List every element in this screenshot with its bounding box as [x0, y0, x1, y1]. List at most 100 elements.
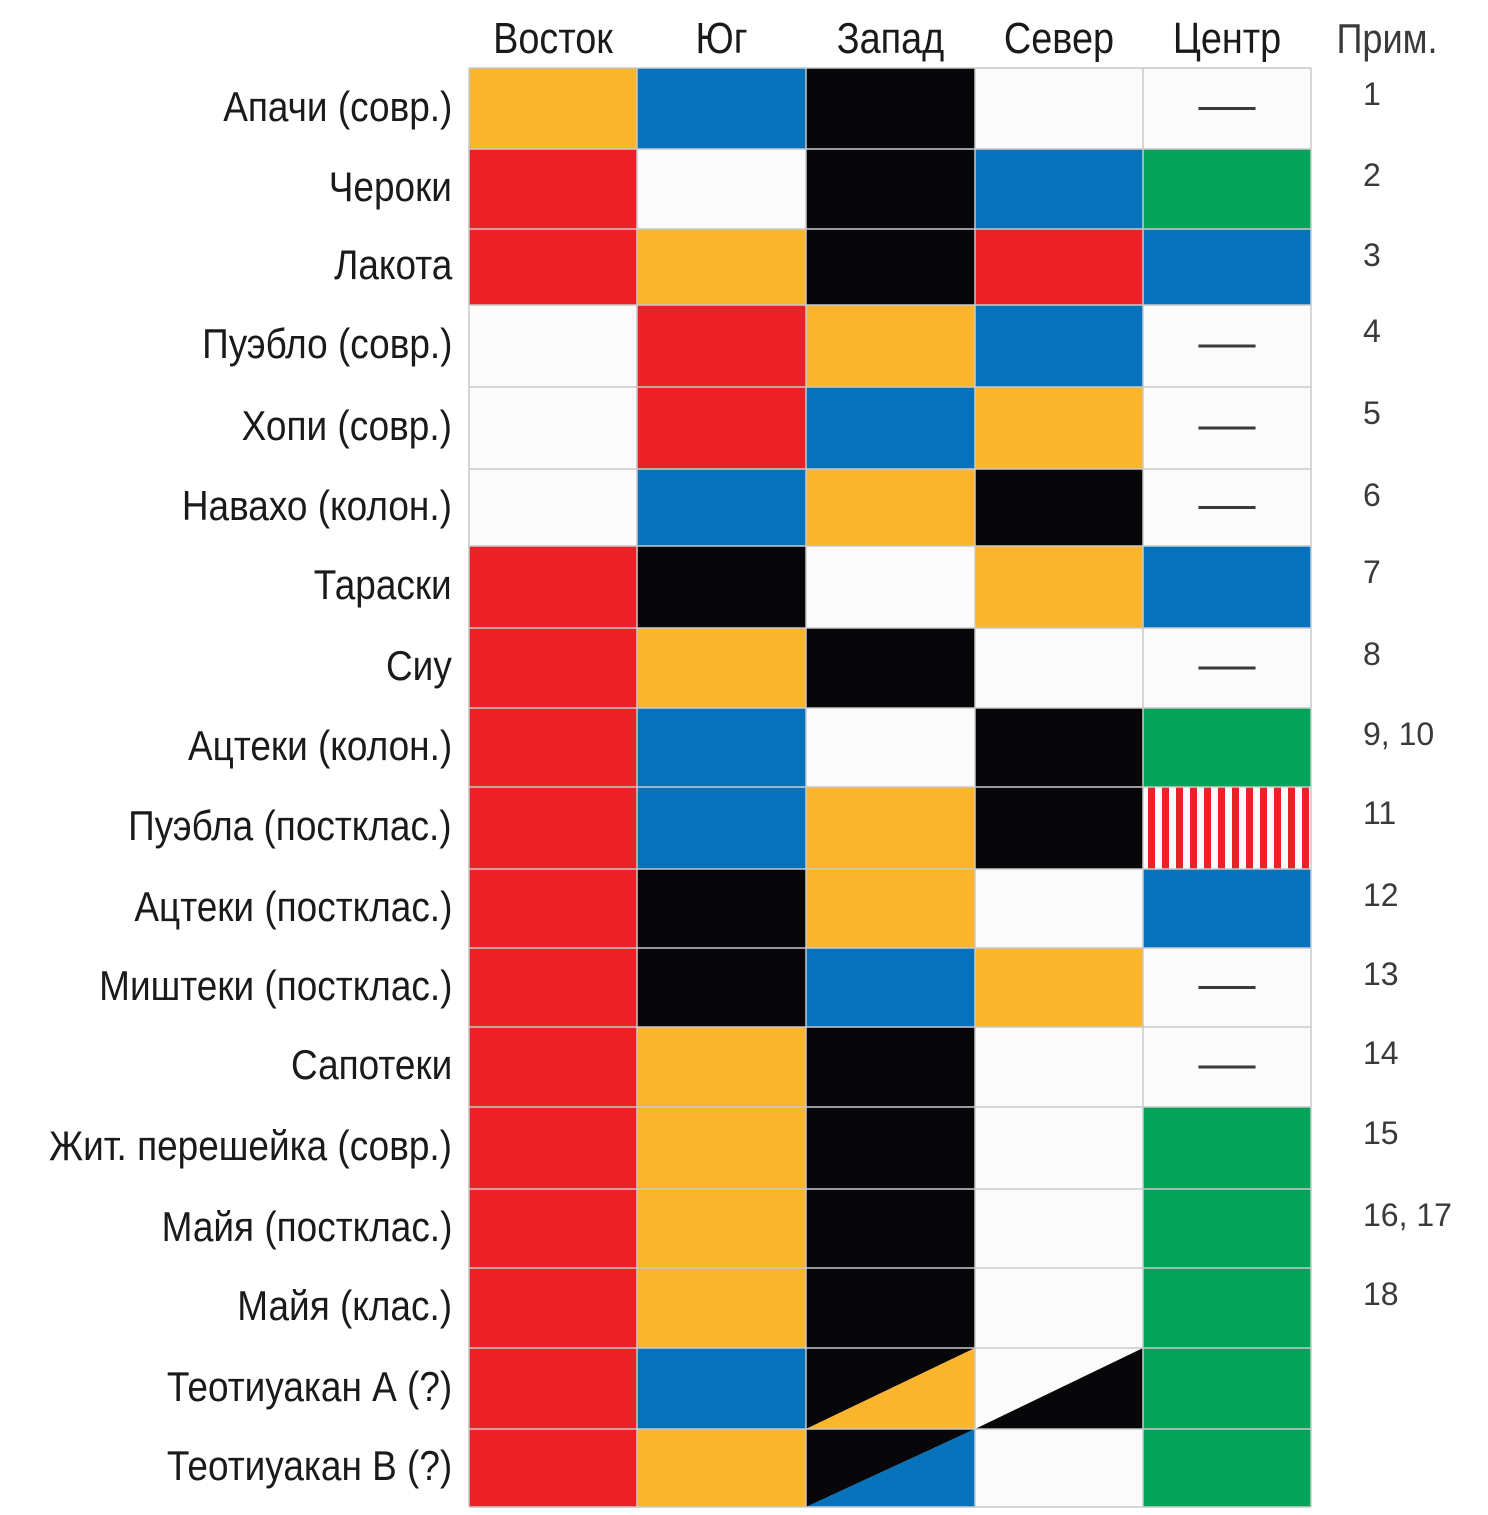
cell-r11-east — [469, 869, 637, 948]
cell-r11-center — [1143, 869, 1311, 948]
column-header-west: Запад — [836, 14, 945, 63]
row-label-text: Чероки — [328, 163, 452, 210]
row-note-7: 7 — [1363, 554, 1381, 590]
cell-r4-west — [806, 305, 975, 387]
cell-r14-west — [806, 1107, 975, 1189]
cell-r13-east — [469, 1027, 637, 1107]
row-label-text: Жит. перешейка (совр.) — [48, 1122, 452, 1169]
cell-r7-east — [469, 546, 637, 628]
row-note-1: 1 — [1363, 76, 1381, 112]
row-label-13: Сапотеки — [0, 1025, 452, 1105]
cell-r17-west-lower-triangle — [806, 1348, 975, 1429]
cell-r3-west — [806, 229, 975, 305]
cell-r8-west — [806, 628, 975, 708]
cell-r18-east — [469, 1429, 637, 1507]
cell-r5-east — [469, 387, 637, 469]
row-label-15: Майя (постклас.) — [0, 1187, 452, 1266]
cell-r9-north — [975, 708, 1143, 787]
row-label-text: Сапотеки — [290, 1041, 452, 1088]
cell-r15-east — [469, 1189, 637, 1268]
cell-r5-south — [637, 387, 806, 469]
cell-r15-west — [806, 1189, 975, 1268]
column-header-east: Восток — [493, 14, 613, 63]
row-label-7: Тараски — [0, 544, 452, 626]
row-label-12: Миштеки (постклас.) — [0, 946, 452, 1025]
row-note-8: 8 — [1363, 636, 1381, 672]
cell-r12-east — [469, 948, 637, 1027]
cell-r6-north — [975, 469, 1143, 546]
cell-r14-north — [975, 1107, 1143, 1189]
row-note-15: 16, 17 — [1363, 1197, 1452, 1233]
cell-r7-west — [806, 546, 975, 628]
cell-r2-east — [469, 149, 637, 229]
cell-r10-east — [469, 787, 637, 869]
row-label-text: Миштеки (постклас.) — [98, 961, 452, 1009]
row-label-text: Навахо (колон.) — [181, 481, 452, 529]
row-label-text: Лакота — [333, 241, 452, 288]
cell-r3-east — [469, 229, 637, 305]
row-label-8: Сиу — [0, 626, 452, 706]
cell-r12-west — [806, 948, 975, 1027]
cell-r1-north — [975, 68, 1143, 149]
grid-lines — [468, 67, 1312, 1508]
row-label-text: Хопи (совр.) — [241, 402, 452, 449]
row-note-11: 12 — [1363, 877, 1399, 913]
cell-r14-south — [637, 1107, 806, 1189]
column-header-notes: Прим. — [1336, 15, 1438, 62]
cell-r11-west — [806, 869, 975, 948]
cell-r18-north — [975, 1429, 1143, 1507]
row-note-9: 9, 10 — [1363, 716, 1435, 752]
cell-r18-south — [637, 1429, 806, 1507]
row-note-12: 13 — [1363, 956, 1399, 992]
cell-r9-east — [469, 708, 637, 787]
cell-r17-south — [637, 1348, 806, 1429]
column-header-north: Север — [1003, 14, 1115, 63]
cell-r8-south — [637, 628, 806, 708]
cell-r6-west — [806, 469, 975, 546]
cell-r13-south — [637, 1027, 806, 1107]
row-note-5: 5 — [1363, 395, 1381, 431]
cell-r18-center — [1143, 1429, 1311, 1507]
cell-r10-south — [637, 787, 806, 869]
row-label-text: Теотиуакан В (?) — [166, 1442, 452, 1489]
cell-r12-south — [637, 948, 806, 1027]
cell-r9-center — [1143, 708, 1311, 787]
row-label-16: Майя (клас.) — [0, 1266, 452, 1346]
cell-r16-east — [469, 1268, 637, 1348]
cell-r17-north-lower-triangle — [975, 1348, 1143, 1429]
column-header-south: Юг — [695, 14, 748, 63]
cell-r10-center-striped — [1143, 787, 1311, 869]
row-note-2: 2 — [1363, 157, 1381, 193]
cell-r6-east — [469, 469, 637, 546]
cell-r16-west — [806, 1268, 975, 1348]
row-note-4: 4 — [1363, 313, 1381, 349]
cell-r15-north — [975, 1189, 1143, 1268]
cell-r4-south — [637, 305, 806, 387]
row-label-10: Пуэбла (постклас.) — [0, 785, 452, 867]
cell-r8-north — [975, 628, 1143, 708]
cell-r3-north — [975, 229, 1143, 305]
cell-r8-east — [469, 628, 637, 708]
cell-r1-south — [637, 68, 806, 149]
row-note-3: 3 — [1363, 237, 1381, 273]
row-note-10: 11 — [1363, 795, 1397, 831]
cell-r6-south — [637, 469, 806, 546]
row-label-text: Сиу — [386, 642, 452, 689]
cell-r1-east — [469, 68, 637, 149]
row-label-text: Теотиуакан А (?) — [166, 1362, 452, 1410]
cell-r9-west — [806, 708, 975, 787]
row-note-6: 6 — [1363, 477, 1381, 513]
row-label-14: Жит. перешейка (совр.) — [0, 1105, 452, 1187]
row-label-17: Теотиуакан А (?) — [0, 1346, 452, 1427]
cell-r5-north — [975, 387, 1143, 469]
cell-r2-north — [975, 149, 1143, 229]
row-note-14: 15 — [1363, 1115, 1399, 1151]
cell-r7-south — [637, 546, 806, 628]
cell-r17-center — [1143, 1348, 1311, 1429]
cell-r18-west-lower-triangle — [806, 1429, 975, 1507]
row-label-11: Ацтеки (постклас.) — [0, 867, 452, 946]
cell-r17-east — [469, 1348, 637, 1429]
cell-r7-north — [975, 546, 1143, 628]
row-label-text: Ацтеки (колон.) — [187, 721, 452, 769]
